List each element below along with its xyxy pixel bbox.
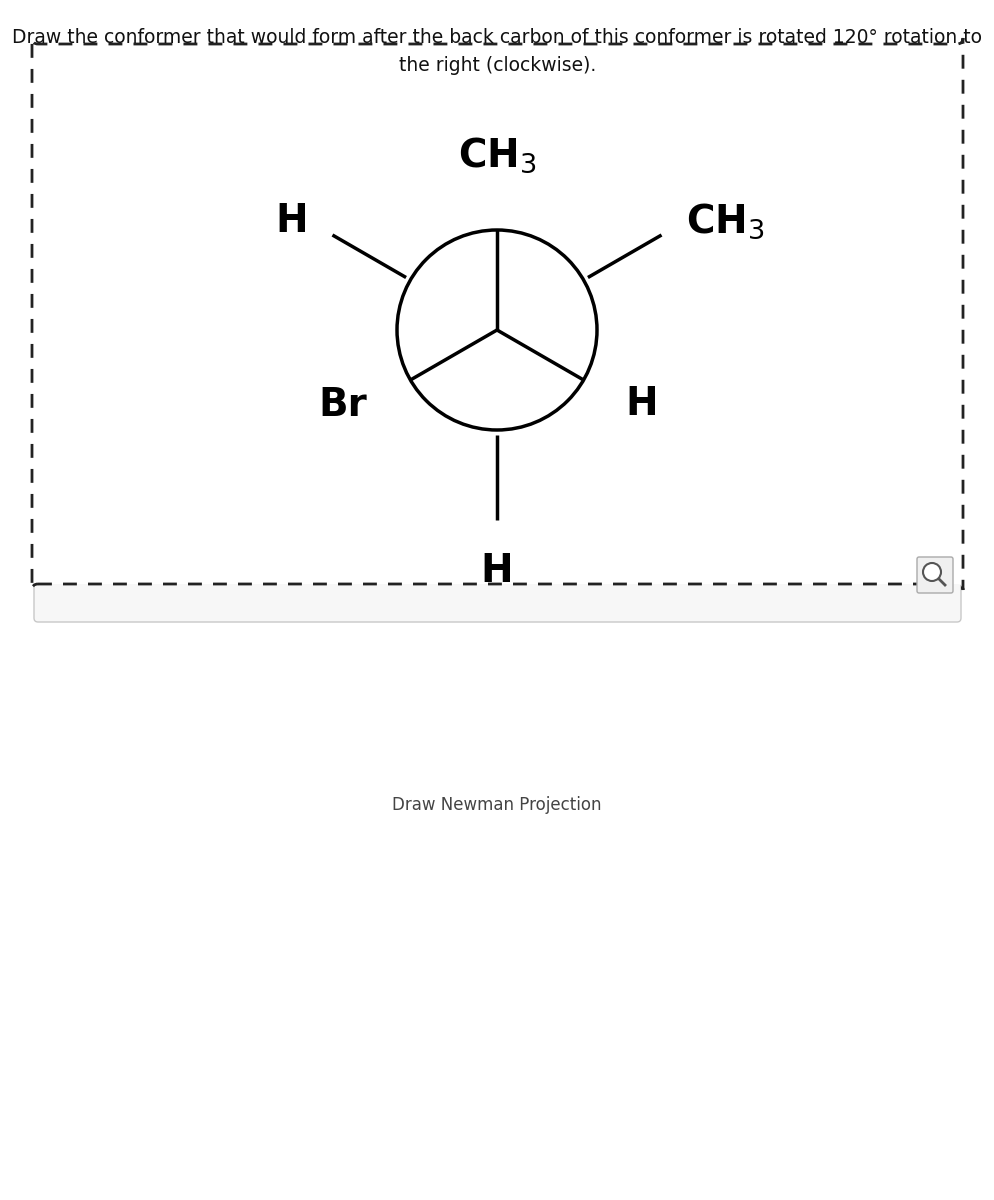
Text: H: H — [275, 202, 308, 240]
Text: CH$_3$: CH$_3$ — [457, 136, 536, 175]
Text: Draw Newman Projection: Draw Newman Projection — [392, 796, 601, 814]
Circle shape — [397, 230, 596, 430]
Text: H: H — [480, 552, 513, 590]
Text: Br: Br — [318, 386, 367, 424]
Text: CH$_3$: CH$_3$ — [685, 202, 763, 241]
Circle shape — [922, 563, 940, 581]
FancyBboxPatch shape — [32, 38, 962, 590]
Text: the right (clockwise).: the right (clockwise). — [399, 56, 595, 74]
Text: Draw the conformer that would form after the back carbon of this conformer is ro: Draw the conformer that would form after… — [13, 28, 981, 47]
FancyBboxPatch shape — [34, 86, 960, 622]
Text: H: H — [624, 385, 657, 422]
FancyBboxPatch shape — [916, 557, 952, 593]
